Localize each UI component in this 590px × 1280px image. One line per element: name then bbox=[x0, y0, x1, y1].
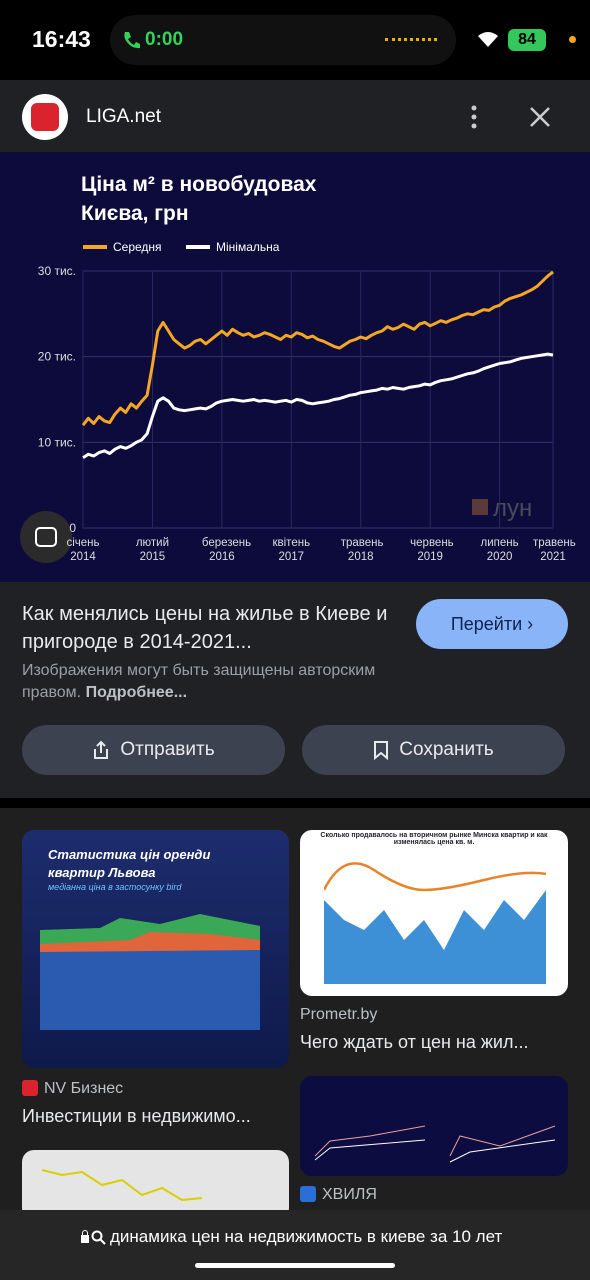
source[interactable]: NV Бизнес bbox=[44, 1080, 124, 1097]
thumb-chart bbox=[41, 1169, 203, 1202]
x-tick-label: травень 2021 bbox=[533, 537, 576, 563]
site-name[interactable]: LIGA.net bbox=[86, 106, 161, 127]
legend-label: Середня bbox=[113, 240, 162, 254]
legend-label: Мінімальна bbox=[216, 240, 280, 254]
more-button[interactable] bbox=[464, 104, 484, 132]
result-title[interactable]: Как менялись цены на жилье в Киеве и при… bbox=[22, 603, 388, 653]
dot bbox=[569, 36, 576, 43]
save-label: Сохранить bbox=[399, 739, 494, 760]
source-icon bbox=[300, 1186, 316, 1202]
thumb-chart bbox=[314, 1125, 556, 1163]
call-timer: 0:00 bbox=[145, 29, 184, 50]
time: 16:43 bbox=[32, 26, 91, 52]
save-icon bbox=[374, 741, 389, 760]
source[interactable]: Prometr.by bbox=[300, 1006, 378, 1023]
visit-label: Перейти bbox=[450, 614, 523, 634]
wifi-icon bbox=[478, 32, 498, 47]
status-bar: 16:43 0:00 84 bbox=[0, 0, 590, 80]
plot: лун 0 10 тис. 20 тис. 30 тис. Середня Мінімал… bbox=[20, 240, 554, 563]
lens-icon bbox=[35, 527, 57, 547]
chart-title: Ціна м² в новобудовах Києва, грн bbox=[81, 173, 317, 225]
phone-icon bbox=[124, 32, 140, 49]
x-tick-label: березень 2016 bbox=[201, 537, 252, 563]
source-icon bbox=[22, 1080, 38, 1096]
x-tick-label: квітень 2017 bbox=[272, 537, 311, 563]
y-tick-label: 10 тис. bbox=[38, 435, 76, 449]
share-button[interactable]: Отправить bbox=[22, 725, 285, 775]
result-panel: Как менялись цены на жилье в Киеве и при… bbox=[0, 582, 590, 798]
lock-search-icon bbox=[81, 1230, 106, 1245]
watermark-icon bbox=[472, 499, 488, 515]
search-query: динамика цен на недвижимость в киеве за … bbox=[110, 1227, 503, 1246]
share-label: Отправить bbox=[120, 739, 215, 760]
y-tick-label: 20 тис. bbox=[38, 350, 76, 364]
header: LIGA.net bbox=[0, 80, 590, 152]
thumb-chart bbox=[324, 862, 546, 984]
source[interactable]: ХВИЛЯ bbox=[322, 1186, 377, 1203]
save-button[interactable]: Сохранить bbox=[302, 725, 565, 775]
visit-button[interactable]: Перейти › bbox=[416, 599, 568, 649]
x-tick-label: липень 2020 bbox=[480, 537, 519, 563]
x-tick-label: лютий 2015 bbox=[135, 537, 170, 563]
notice: Изображения могут быть защищены авторски… bbox=[22, 660, 422, 704]
share-icon bbox=[94, 740, 109, 759]
thumbnail[interactable] bbox=[22, 1150, 289, 1220]
thumbnail[interactable]: Сколько продавалось на вторичном рынке М… bbox=[300, 830, 568, 996]
line-series bbox=[81, 270, 554, 427]
thumb-title: Статистика цін оренди квартир Львова bbox=[48, 847, 211, 880]
x-tick-label: травень 2018 bbox=[340, 537, 384, 563]
result-link[interactable]: Инвестиции в недвижимо... bbox=[22, 1106, 251, 1126]
result-link[interactable]: Чего ждать от цен на жил... bbox=[300, 1032, 529, 1052]
close-button[interactable] bbox=[528, 105, 552, 129]
indicator bbox=[385, 38, 437, 44]
notice-text: Изображения могут быть защищены авторски… bbox=[22, 662, 376, 701]
x-tick-label: червень 2019 bbox=[410, 537, 454, 563]
site-logo[interactable] bbox=[22, 94, 68, 140]
thumb-chart bbox=[40, 914, 260, 1030]
battery: 84 bbox=[508, 29, 546, 51]
y-tick-label: 0 bbox=[69, 521, 76, 535]
thumbnail[interactable] bbox=[300, 1076, 568, 1176]
thumb-subtitle: медіанна ціна в застосунку bird bbox=[48, 882, 182, 892]
chart-image: Ціна м² в новобудовах Києва, грн лун 0 10… bbox=[0, 152, 590, 582]
separator bbox=[0, 798, 590, 808]
home-indicator bbox=[195, 1263, 395, 1268]
x-tick-label: січень 2014 bbox=[66, 537, 100, 563]
y-tick-label: 30 тис. bbox=[38, 264, 76, 278]
line-series bbox=[82, 352, 554, 460]
thumbnail[interactable]: Статистика цін оренди квартир Львова мед… bbox=[22, 830, 289, 1068]
notice-link[interactable]: Подробнее... bbox=[85, 684, 188, 701]
thumb-title: Сколько продавалось на вторичном рынке М… bbox=[320, 832, 548, 846]
lens-button[interactable] bbox=[20, 511, 72, 563]
watermark: лун bbox=[493, 495, 532, 522]
search-bar[interactable]: динамика цен на недвижимость в киеве за … bbox=[0, 1210, 590, 1280]
